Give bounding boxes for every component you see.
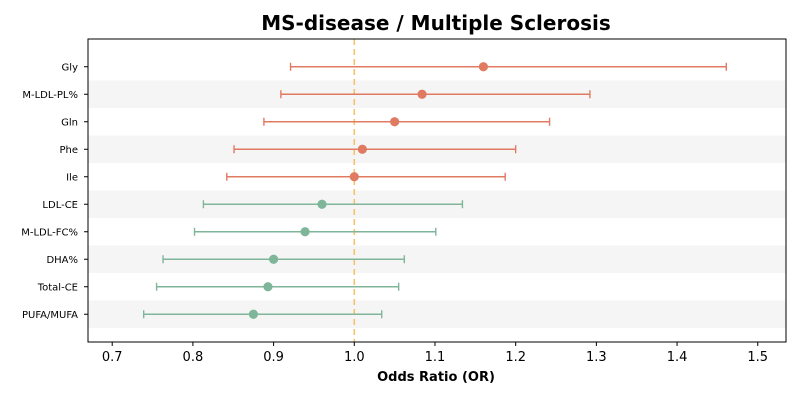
x-axis-label: Odds Ratio (OR) bbox=[377, 370, 495, 385]
y-tick-label: M-LDL-FC% bbox=[21, 227, 78, 238]
y-tick-label: Total-CE bbox=[37, 282, 78, 293]
x-tick-label: 1.5 bbox=[747, 350, 768, 365]
or-point bbox=[300, 227, 310, 237]
or-point bbox=[263, 282, 273, 292]
x-tick-label: 0.9 bbox=[263, 350, 284, 365]
chart-title: MS-disease / Multiple Sclerosis bbox=[261, 11, 611, 35]
x-tick-label: 1.2 bbox=[505, 350, 526, 365]
plot-marks bbox=[142, 62, 727, 319]
or-point bbox=[417, 89, 427, 99]
x-axis: 0.7 0.8 0.9 1.0 1.1 1.2 1.3 1.4 1.5 bbox=[102, 342, 768, 365]
y-tick-label: PUFA/MUFA bbox=[22, 310, 78, 321]
or-point bbox=[478, 62, 488, 72]
or-point bbox=[248, 309, 259, 319]
or-point bbox=[390, 117, 400, 127]
x-tick-label: 0.8 bbox=[183, 350, 204, 365]
or-point bbox=[268, 254, 279, 264]
y-tick-label: Gln bbox=[61, 117, 78, 128]
y-axis: Gly M-LDL-PL% Gln Phe Ile LDL-CE M-LDL-FC% DHA%… bbox=[21, 62, 88, 321]
or-point bbox=[317, 199, 327, 209]
y-tick-label: Phe bbox=[59, 145, 78, 156]
x-tick-label: 1.1 bbox=[425, 350, 446, 365]
y-tick-label: DHA% bbox=[46, 255, 78, 266]
y-tick-label: LDL-CE bbox=[42, 200, 78, 211]
y-tick-label: M-LDL-PL% bbox=[22, 90, 78, 101]
or-point bbox=[357, 144, 367, 154]
or-point bbox=[349, 172, 359, 182]
x-tick-label: 0.7 bbox=[102, 350, 123, 365]
x-tick-label: 1.0 bbox=[344, 350, 365, 365]
x-tick-label: 1.4 bbox=[667, 350, 688, 365]
y-tick-label: Gly bbox=[62, 62, 79, 73]
plot-frame bbox=[87, 38, 787, 343]
y-tick-label: Ile bbox=[66, 172, 78, 183]
x-tick-label: 1.3 bbox=[586, 350, 607, 365]
